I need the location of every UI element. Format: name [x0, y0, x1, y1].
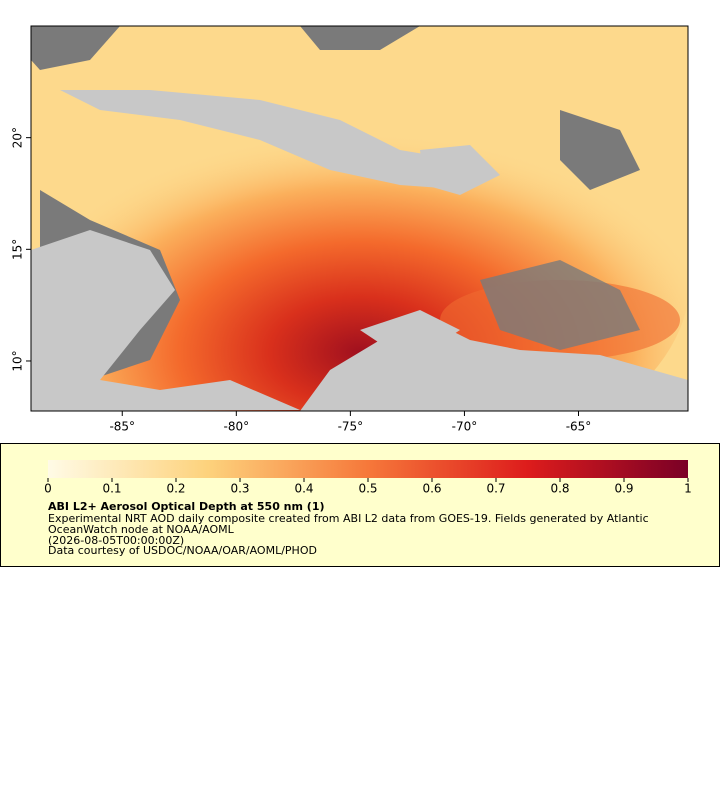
colorbar-tick-label: 0 — [44, 482, 52, 496]
y-tick-label: 10° — [11, 350, 25, 371]
x-tick-label: -75° — [338, 420, 364, 434]
legend-line: Experimental NRT AOD daily composite cre… — [48, 512, 649, 525]
colorbar-tick-label: 0.6 — [422, 482, 441, 496]
colorbar-tick-label: 0.5 — [358, 482, 377, 496]
legend-line: Data courtesy of USDOC/NOAA/OAR/AOML/PHO… — [48, 544, 317, 557]
legend-title: ABI L2+ Aerosol Optical Depth at 550 nm … — [48, 500, 325, 513]
x-tick-label: -65° — [566, 420, 592, 434]
y-tick-label: 15° — [11, 239, 25, 260]
colorbar-tick-label: 0.1 — [102, 482, 121, 496]
colorbar-tick-label: 0.4 — [294, 482, 313, 496]
x-tick-label: -85° — [109, 420, 135, 434]
colorbar-tick-label: 0.7 — [486, 482, 505, 496]
colorbar-tick-label: 0.2 — [166, 482, 185, 496]
y-tick-label: 20° — [11, 127, 25, 148]
map-image — [31, 26, 688, 411]
colorbar — [48, 460, 688, 478]
colorbar-tick-label: 0.8 — [550, 482, 569, 496]
legend-line: OceanWatch node at NOAA/AOML — [48, 523, 235, 536]
x-tick-label: -70° — [452, 420, 478, 434]
colorbar-tick-label: 1 — [684, 482, 692, 496]
colorbar-tick-label: 0.3 — [230, 482, 249, 496]
colorbar-tick-label: 0.9 — [614, 482, 633, 496]
legend-line: (2026-08-05T00:00:00Z) — [48, 534, 184, 547]
map-frame — [30, 25, 689, 412]
x-tick-label: -80° — [224, 420, 250, 434]
